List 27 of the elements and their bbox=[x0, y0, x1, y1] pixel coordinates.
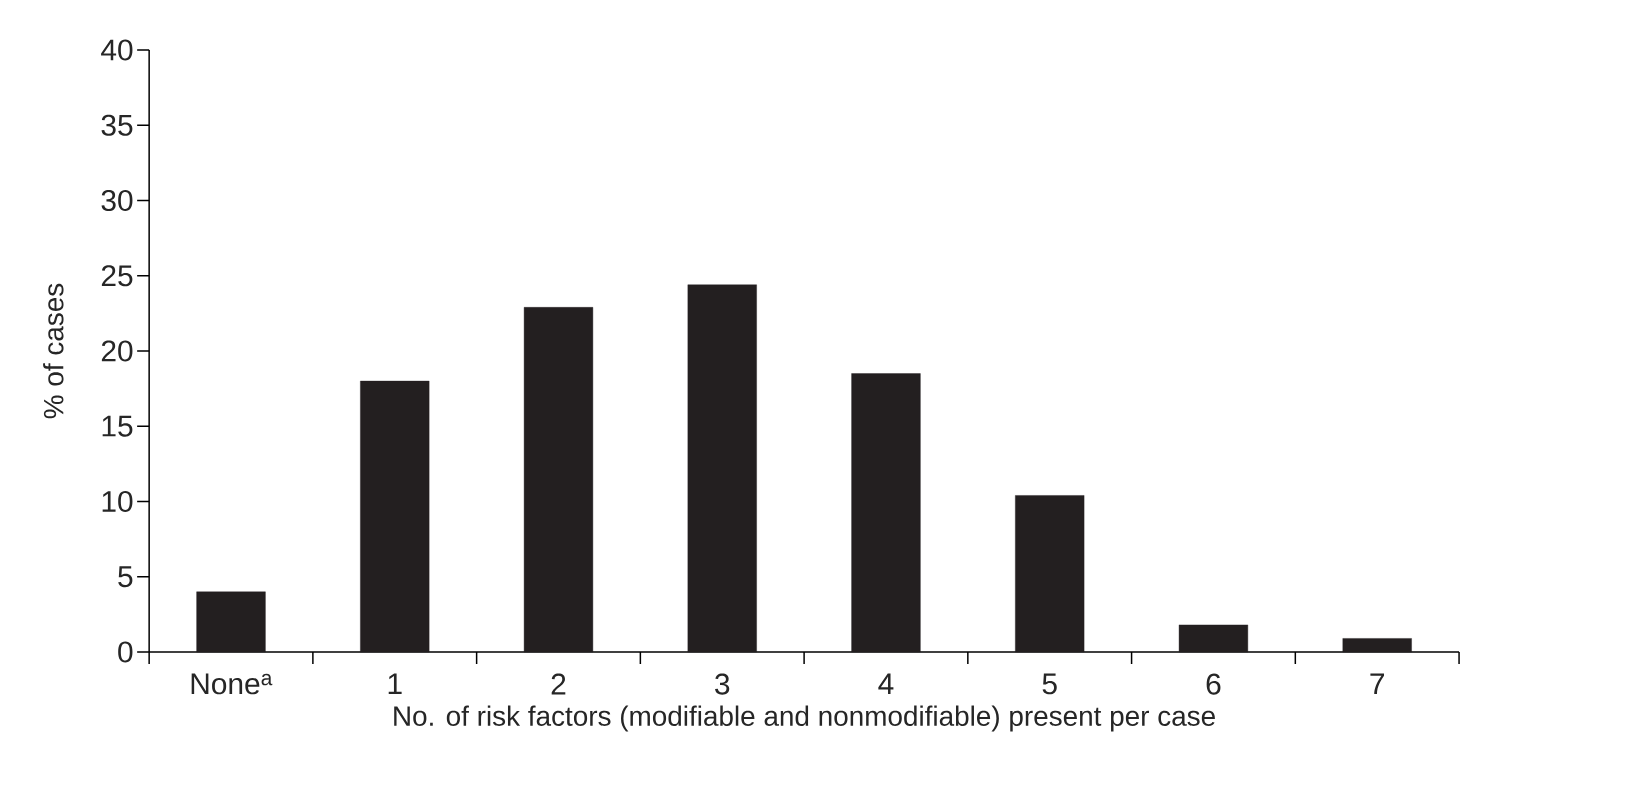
x-tick-label: 1 bbox=[388, 673, 402, 695]
y-tick-label: 25 bbox=[101, 265, 133, 287]
y-tick-label: 0 bbox=[118, 641, 133, 663]
y-tick-label: 20 bbox=[101, 340, 133, 362]
y-tick-label: 10 bbox=[102, 490, 133, 513]
x-tick-label: 2 bbox=[551, 673, 566, 695]
bar bbox=[851, 373, 921, 653]
bar bbox=[1015, 495, 1085, 653]
x-tick-label: None$^{a}$ bbox=[191, 673, 273, 695]
x-tick-label: 5 bbox=[1042, 673, 1057, 695]
bar bbox=[687, 284, 757, 653]
y-tick-label: 5 bbox=[118, 566, 133, 588]
x-tick-label: 7 bbox=[1370, 673, 1385, 695]
y-tick-label: 15 bbox=[102, 415, 133, 437]
bar bbox=[360, 380, 430, 653]
bar bbox=[1342, 638, 1412, 653]
y-tick-label: 35 bbox=[101, 114, 133, 136]
x-tick-label: 6 bbox=[1206, 673, 1221, 695]
x-axis-title: No. of risk factors (modifiable and nonmodifiable) present per case bbox=[394, 705, 1215, 732]
bar bbox=[523, 307, 594, 653]
x-tick-label: 4 bbox=[878, 673, 894, 695]
x-tick-label: 3 bbox=[715, 673, 730, 695]
y-axis-title: % of cases bbox=[43, 283, 64, 419]
bar bbox=[1178, 624, 1249, 653]
y-tick-label: 30 bbox=[101, 189, 133, 212]
y-tick-label: 40 bbox=[101, 39, 133, 61]
bar bbox=[196, 591, 266, 653]
